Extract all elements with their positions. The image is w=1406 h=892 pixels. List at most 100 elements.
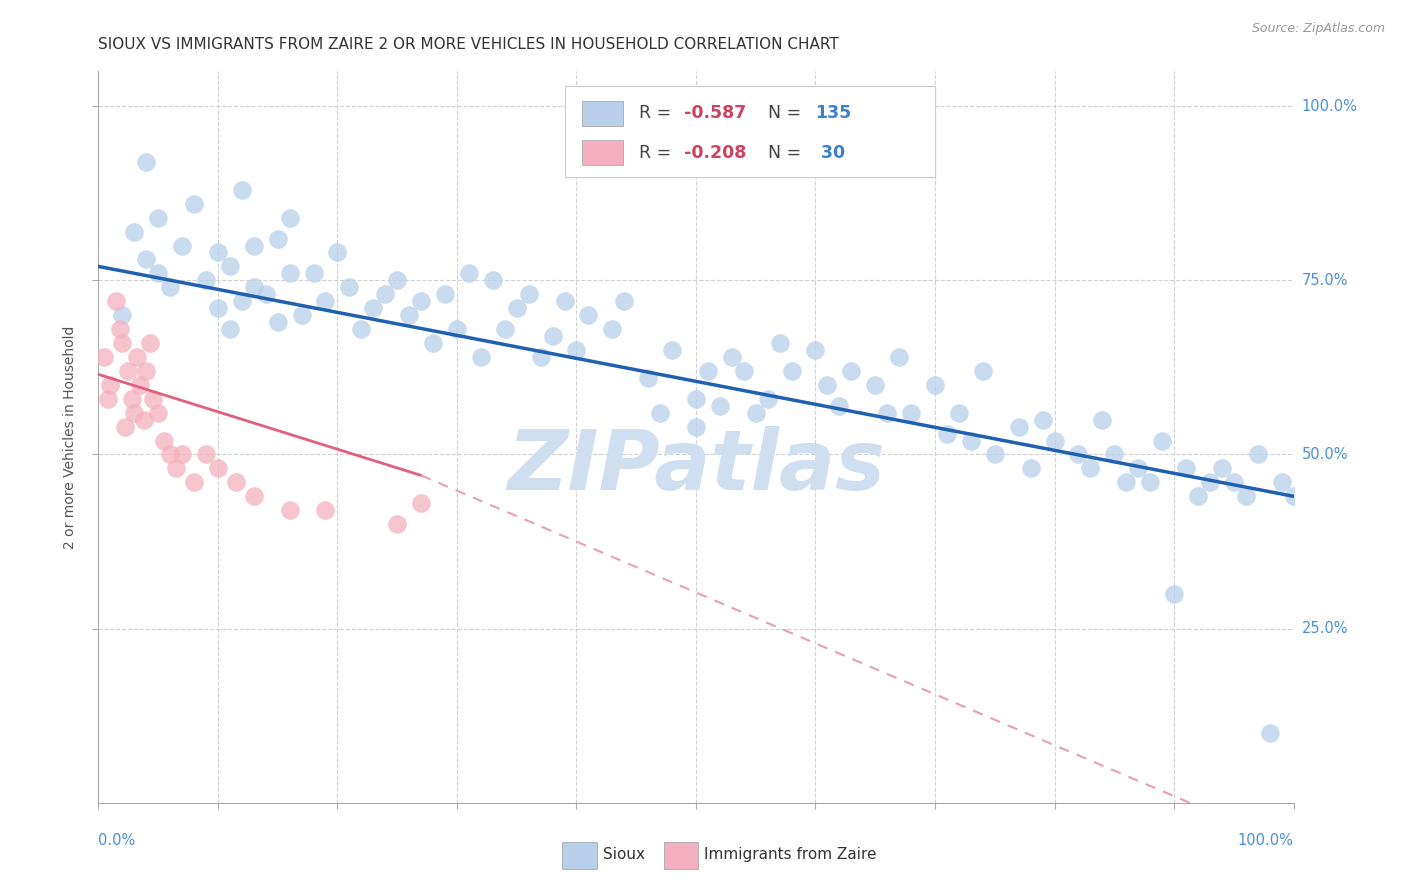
Point — [1271, 475, 1294, 490]
Point — [1223, 475, 1246, 490]
Text: N =: N = — [768, 144, 807, 161]
Point — [219, 260, 242, 274]
Text: 30: 30 — [815, 144, 845, 161]
Point — [385, 517, 409, 532]
Point — [219, 322, 242, 336]
Point — [339, 280, 361, 294]
Point — [1032, 412, 1054, 426]
Point — [422, 336, 444, 351]
Point — [828, 399, 851, 413]
Point — [129, 377, 152, 392]
Point — [243, 489, 266, 503]
Point — [111, 336, 134, 351]
Point — [745, 406, 768, 420]
Point — [135, 364, 157, 378]
Point — [195, 448, 218, 462]
Point — [1115, 475, 1137, 490]
Point — [578, 308, 600, 322]
Point — [637, 371, 659, 385]
Text: 50.0%: 50.0% — [1302, 447, 1348, 462]
Point — [565, 343, 588, 357]
Text: R =: R = — [638, 104, 676, 122]
Point — [972, 364, 994, 378]
Point — [1080, 461, 1102, 475]
Point — [267, 315, 290, 329]
Point — [254, 287, 277, 301]
Point — [98, 377, 122, 392]
Point — [1187, 489, 1209, 503]
Text: -0.587: -0.587 — [685, 104, 747, 122]
Point — [105, 294, 128, 309]
Point — [117, 364, 139, 378]
Point — [121, 392, 143, 406]
Point — [363, 301, 385, 316]
Point — [470, 350, 492, 364]
Point — [685, 419, 707, 434]
Point — [278, 503, 301, 517]
Point — [172, 448, 194, 462]
Point — [132, 412, 155, 426]
Point — [876, 406, 898, 420]
Point — [153, 434, 176, 448]
Point — [733, 364, 755, 378]
Point — [135, 252, 157, 267]
Point — [1043, 434, 1066, 448]
Point — [494, 322, 516, 336]
FancyBboxPatch shape — [565, 86, 935, 178]
Point — [302, 266, 325, 280]
Text: 75.0%: 75.0% — [1302, 273, 1348, 288]
Point — [326, 245, 349, 260]
Point — [481, 273, 505, 287]
Text: Source: ZipAtlas.com: Source: ZipAtlas.com — [1251, 22, 1385, 36]
Point — [125, 350, 148, 364]
Point — [709, 399, 731, 413]
Point — [841, 364, 863, 378]
Point — [148, 266, 170, 280]
Point — [1282, 489, 1305, 503]
Point — [172, 238, 194, 252]
Point — [1139, 475, 1161, 490]
Point — [374, 287, 396, 301]
Point — [1211, 461, 1233, 475]
Point — [984, 448, 1007, 462]
Point — [889, 350, 911, 364]
Point — [685, 392, 707, 406]
Text: ZIPatlas: ZIPatlas — [508, 425, 884, 507]
Point — [1199, 475, 1222, 490]
Point — [385, 273, 409, 287]
Point — [936, 426, 959, 441]
Point — [108, 322, 131, 336]
Point — [315, 294, 337, 309]
Point — [93, 350, 115, 364]
Point — [1128, 461, 1150, 475]
FancyBboxPatch shape — [664, 841, 699, 869]
Point — [721, 350, 744, 364]
Point — [207, 301, 229, 316]
Point — [1163, 587, 1185, 601]
Point — [541, 329, 564, 343]
Point — [111, 308, 134, 322]
Point — [291, 308, 314, 322]
FancyBboxPatch shape — [582, 140, 623, 165]
Point — [804, 343, 827, 357]
Point — [142, 392, 165, 406]
Point — [780, 364, 803, 378]
Point — [159, 280, 181, 294]
Text: N =: N = — [768, 104, 807, 122]
Point — [243, 280, 266, 294]
Y-axis label: 2 or more Vehicles in Household: 2 or more Vehicles in Household — [63, 326, 77, 549]
Point — [139, 336, 162, 351]
Point — [613, 294, 636, 309]
Point — [195, 273, 218, 287]
Point — [1175, 461, 1198, 475]
Text: R =: R = — [638, 144, 676, 161]
Point — [960, 434, 983, 448]
Point — [530, 350, 553, 364]
Point — [697, 364, 720, 378]
Point — [97, 392, 120, 406]
Text: 0.0%: 0.0% — [98, 833, 135, 848]
Point — [148, 406, 170, 420]
Text: SIOUX VS IMMIGRANTS FROM ZAIRE 2 OR MORE VEHICLES IN HOUSEHOLD CORRELATION CHART: SIOUX VS IMMIGRANTS FROM ZAIRE 2 OR MORE… — [98, 37, 839, 52]
Point — [661, 343, 683, 357]
Point — [602, 322, 624, 336]
